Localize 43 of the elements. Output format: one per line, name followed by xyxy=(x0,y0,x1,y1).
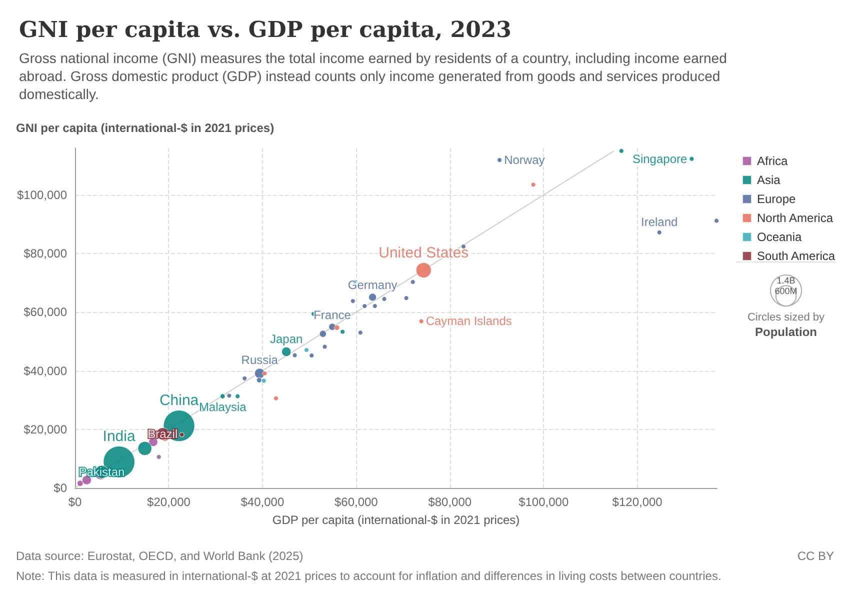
text: CC BY xyxy=(797,549,834,563)
chart-title: GNI per capita vs. GDP per capita, 2023 xyxy=(19,17,512,43)
text: Population xyxy=(755,325,817,339)
y-tick-label: $40,000 xyxy=(24,364,68,378)
text: Circles sized by xyxy=(747,312,826,324)
x-axis-title: GDP per capita (international-$ in 2021 prices) xyxy=(272,513,520,527)
annotation: Malaysia xyxy=(198,400,247,414)
y-tick-label: $80,000 xyxy=(24,246,68,261)
y-tick-label: $20,000 xyxy=(24,422,68,436)
annotation: Cayman Islands xyxy=(426,314,512,328)
annotation: Germany xyxy=(348,278,398,292)
legend-label: North America xyxy=(757,211,834,225)
legend-label: Africa xyxy=(757,154,788,168)
annotation: Singapore xyxy=(632,152,688,166)
y-tick-label: $60,000 xyxy=(24,305,68,320)
x-tick-label: $120,000 xyxy=(612,495,663,509)
annotation: Ireland xyxy=(641,214,678,229)
annotation: Japan xyxy=(270,332,303,346)
annotation: China xyxy=(159,392,200,410)
legend-label: Europe xyxy=(757,192,796,206)
annotation: France xyxy=(314,308,352,322)
x-tick-label: $40,000 xyxy=(240,495,284,509)
legend-label: 1.4B xyxy=(776,276,796,286)
annotation: Brazil xyxy=(148,426,178,441)
legend-label: Asia xyxy=(757,173,781,187)
source-note: Data source: Eurostat, OECD, and World Bank (2025) xyxy=(16,549,304,563)
legend-label: South America xyxy=(757,249,836,263)
chart-subtitle: Gross national income (GNI) measures the total income earned by residents of a country, including income earned abroad. Gross domestic product (GDP) instead counts only income generated from goods and services produced domestically. xyxy=(19,50,731,102)
y-axis-title: GNI per capita (international-$ in 2021 prices) xyxy=(16,121,274,135)
text: Note: This data is measured in international-$ at 2021 prices to account for inflation and differences in living costs between countries. xyxy=(16,569,722,583)
x-tick-label: $80,000 xyxy=(428,495,472,509)
annotation: Russia xyxy=(241,353,278,368)
x-tick-label: $0 xyxy=(68,495,82,509)
annotation: United States xyxy=(378,244,469,262)
y-tick-label: $0 xyxy=(54,481,68,495)
legend-label: Oceania xyxy=(757,230,802,244)
annotation: India xyxy=(102,428,136,445)
x-tick-label: $20,000 xyxy=(147,495,191,509)
x-tick-label: $60,000 xyxy=(334,495,378,509)
y-tick-label: $100,000 xyxy=(16,188,68,202)
legend-label: 600M xyxy=(774,286,798,296)
x-tick-label: $100,000 xyxy=(518,495,569,509)
annotation: Norway xyxy=(504,153,545,168)
